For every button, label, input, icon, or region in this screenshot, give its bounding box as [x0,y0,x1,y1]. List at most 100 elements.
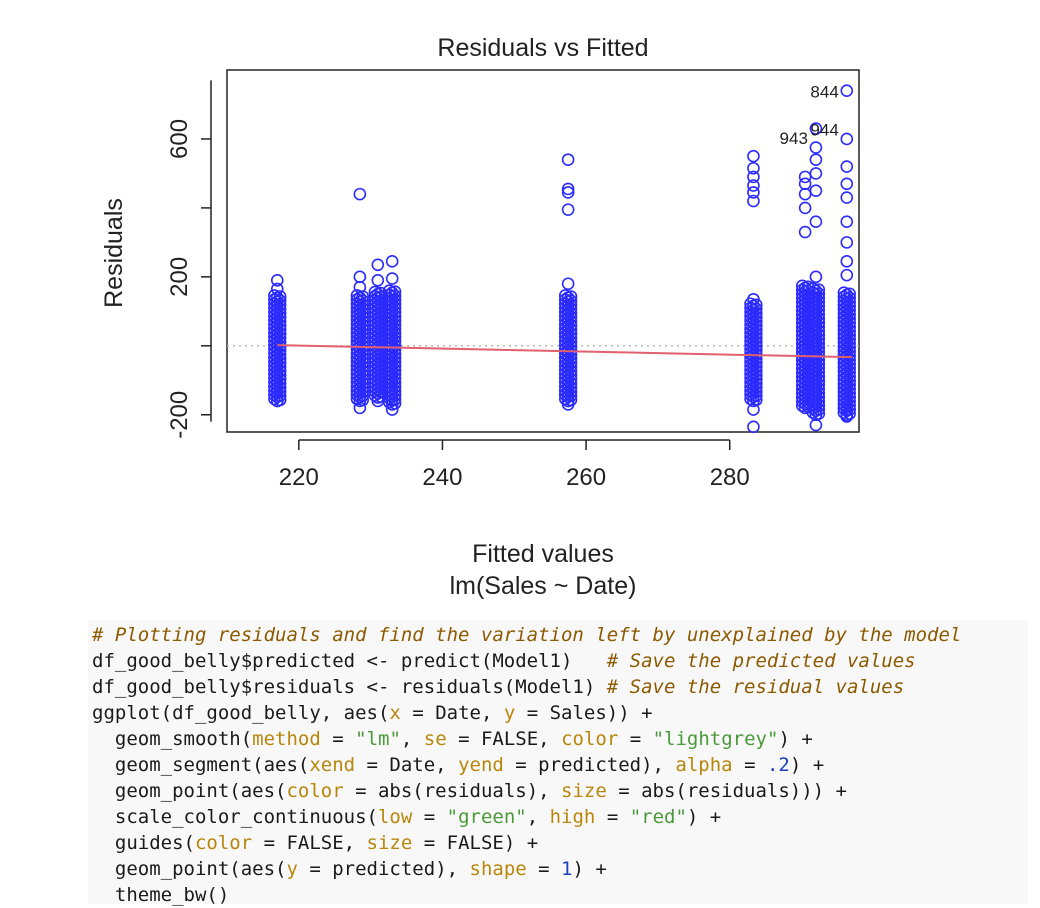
code-token: "lm" [355,728,401,750]
code-token: # Save the predicted values [606,650,916,672]
residual-point [809,167,823,180]
code-line: ggplot(df_good_belly, aes(x = Date, y = … [92,702,653,724]
code-token: # Save the residual values [606,676,905,698]
code-line: geom_point(aes(color = abs(residuals), s… [92,780,847,802]
y-tick-label: -200 [166,391,193,439]
code-line: geom_smooth(method = "lm", se = FALSE, c… [92,728,813,750]
residual-point [840,215,854,228]
residual-point [385,255,399,268]
residual-point [843,287,856,301]
code-line: geom_point(aes(y = predicted), shape = 1… [92,858,607,880]
residual-point [368,285,382,299]
code-token: guides( [92,832,195,854]
code-token: = abs(residuals))) + [606,780,847,802]
code-token: , [400,728,424,750]
code-token: ) + [572,858,607,880]
residual-point [561,186,575,199]
code-token: low [377,806,413,828]
y-tick-label: 200 [166,257,193,297]
residual-point [353,401,367,415]
code-token: color [286,780,344,802]
residual-point [840,84,854,97]
residual-point [270,394,284,408]
residual-point [747,149,760,163]
code-token: ggplot(df_good_belly, aes( [92,702,390,724]
code-token: size [561,780,607,802]
code-token: = [595,806,630,828]
code-token: df_good_belly$residuals <- residuals(Mod… [92,676,607,698]
code-line: # Plotting residuals and find the variat… [92,624,961,646]
code-token: theme_bw() [92,884,230,906]
residual-point [561,153,575,166]
code-token: geom_point(aes( [92,858,287,880]
residual-point [385,403,399,416]
residual-point [840,191,854,204]
code-token: ) + [789,754,825,776]
code-token: se [423,728,447,750]
x-tick-label: 280 [710,464,750,491]
model-formula-label: lm(Sales ~ Date) [450,572,637,600]
y-axis-label: Residuals [100,198,128,308]
residual-point [809,153,823,166]
code-token: = FALSE, [252,832,367,854]
code-token: = [618,728,653,750]
residual-point [747,403,760,416]
code-line: theme_bw() [92,884,229,906]
plot-frame [226,69,860,433]
code-line: df_good_belly$residuals <- residuals(Mod… [92,676,904,698]
residual-point [371,274,385,287]
code-line: geom_segment(aes(xend = Date, yend = pre… [92,754,824,776]
code-token: x [389,702,401,724]
code-token: = [732,754,767,776]
x-tick-label: 240 [422,464,462,491]
residual-point [747,179,760,192]
residual-point [809,184,823,197]
code-token: "green" [446,806,527,828]
code-token: = Sales)) + [515,702,653,724]
y-axis: -200 200 600 [166,80,212,439]
point-labels: 844 943 944 [780,83,839,149]
code-token: geom_smooth( [92,728,253,750]
residual-point [812,283,826,296]
residual-point [383,284,396,297]
residual-point [798,225,812,239]
code-token: , [526,806,550,828]
code-line: guides(color = FALSE, size = FALSE) + [92,832,538,854]
residual-point [806,282,820,295]
chart-title: Residuals vs Fitted [437,34,648,62]
code-token: df_good_belly$predicted <- predict(Model… [92,650,607,672]
code-token: = Date, [400,702,504,724]
residual-point [561,182,575,196]
residual-point [840,236,854,249]
code-token: 1 [561,858,573,880]
code-token: = FALSE) + [412,832,539,854]
residual-points [268,84,856,434]
code-token: = FALSE, [446,728,562,750]
residual-point [747,420,760,434]
residual-point [798,201,812,215]
code-token: = abs(residuals), [343,780,562,802]
residual-point [798,187,812,201]
residual-point [270,282,284,296]
residual-point [809,215,823,228]
code-token: y [503,702,516,724]
residual-point [388,285,402,298]
code-token: yend [458,754,504,776]
residual-point [747,161,760,175]
residual-point [840,132,854,146]
residual-point [561,203,575,216]
code-token: = predicted), [297,858,470,880]
residual-point [561,277,575,291]
residual-point [371,258,385,272]
x-axis: 220 240 260 280 [279,439,750,491]
residual-point [747,194,760,208]
code-line: scale_color_continuous(low = "green", hi… [92,806,721,828]
code-token: shape [469,858,527,880]
residual-point [350,289,364,302]
code-token: xend [309,754,356,776]
residual-point [564,290,578,303]
code-token: alpha [675,754,733,776]
residual-point [809,141,823,154]
code-token: high [549,806,596,828]
code-token: y [286,858,298,880]
